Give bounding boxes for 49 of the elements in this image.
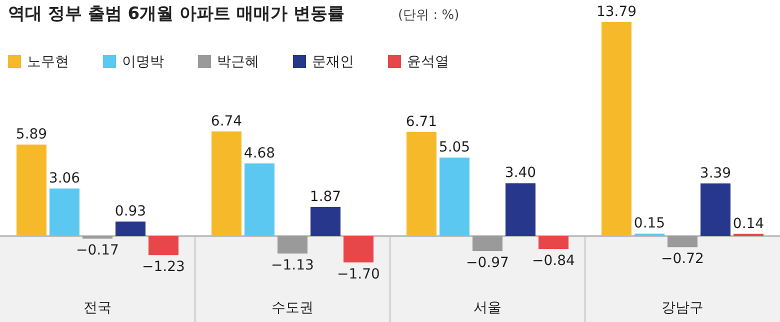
chart-title: 역대 정부 출범 6개월 아파트 매매가 변동률 xyxy=(8,4,344,24)
legend-label: 문재인 xyxy=(312,54,354,70)
data-label: 5.05 xyxy=(438,140,470,156)
data-label: 13.79 xyxy=(596,4,637,20)
bar xyxy=(538,236,568,250)
bar xyxy=(668,236,698,248)
x-tick-label: 서울 xyxy=(474,300,502,316)
bar xyxy=(602,22,632,236)
bar xyxy=(344,236,374,262)
bar xyxy=(310,206,340,236)
bar xyxy=(278,236,308,254)
legend-label: 박근혜 xyxy=(217,54,259,70)
legend-label: 노무현 xyxy=(27,54,69,70)
legend-label: 이명박 xyxy=(122,54,164,70)
legend-label: 윤석열 xyxy=(407,54,449,70)
x-tick-label: 강남구 xyxy=(662,300,704,316)
data-label: 0.93 xyxy=(114,204,146,220)
bar xyxy=(116,222,146,236)
x-tick-label: 수도권 xyxy=(272,300,314,316)
bar xyxy=(472,236,502,252)
bar xyxy=(506,183,536,236)
data-label: −0.72 xyxy=(661,251,704,268)
data-label: 6.74 xyxy=(210,113,242,130)
data-label: 4.68 xyxy=(244,145,276,162)
bar xyxy=(82,236,112,239)
data-label: −0.17 xyxy=(76,242,119,259)
bar xyxy=(406,132,436,236)
bar xyxy=(700,183,730,236)
bar xyxy=(148,236,178,256)
data-label: −0.84 xyxy=(532,253,576,270)
bar xyxy=(244,163,274,236)
data-label: 0.14 xyxy=(732,216,764,232)
data-label: 5.89 xyxy=(16,126,48,143)
data-label: −1.23 xyxy=(142,259,185,276)
data-label: −1.13 xyxy=(271,258,314,274)
data-label: −1.70 xyxy=(337,266,380,282)
bar xyxy=(16,144,46,236)
data-label: 3.40 xyxy=(504,165,536,182)
x-tick-label: 전국 xyxy=(84,300,112,316)
data-label: −0.97 xyxy=(466,255,509,272)
data-label: 3.06 xyxy=(48,170,80,187)
bar xyxy=(440,158,470,236)
data-label: 0.15 xyxy=(634,216,666,232)
data-label: 3.39 xyxy=(700,165,732,182)
chart-subtitle: (단위 : %) xyxy=(398,8,460,23)
bar xyxy=(50,188,80,236)
data-label: 6.71 xyxy=(406,114,438,130)
bar xyxy=(212,131,242,236)
data-label: 1.87 xyxy=(310,188,342,205)
